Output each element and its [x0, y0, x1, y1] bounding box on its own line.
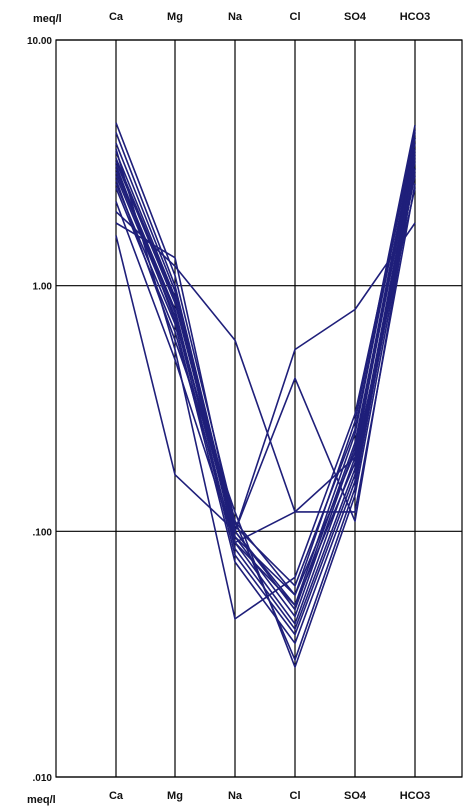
bottom-category-label-ca: Ca	[109, 790, 124, 802]
sample-line-12	[115, 187, 416, 513]
unit-label-top: meq/l	[33, 13, 62, 25]
top-category-label-so4: SO4	[344, 11, 367, 23]
sample-line-14	[115, 168, 416, 533]
bottom-category-label-mg: Mg	[167, 790, 183, 802]
bottom-category-label-cl: Cl	[290, 790, 301, 802]
sample-line-18	[115, 183, 416, 544]
bottom-category-label-hco3: HCO3	[400, 790, 431, 802]
sample-line-1	[115, 122, 416, 596]
sample-line-5	[115, 148, 416, 611]
y-tick-label-3: .010	[33, 773, 53, 784]
sample-line-17	[115, 158, 416, 661]
top-category-label-hco3: HCO3	[400, 11, 431, 23]
top-category-label-ca: Ca	[109, 11, 124, 23]
bottom-category-label-na: Na	[228, 790, 243, 802]
sample-line-13	[115, 222, 416, 533]
sample-line-15	[115, 137, 416, 620]
top-category-label-mg: Mg	[167, 11, 183, 23]
top-category-label-na: Na	[228, 11, 243, 23]
y-tick-label-0: 10.00	[27, 36, 52, 47]
sample-line-4	[115, 143, 416, 625]
axis-labels: 10.00 1.00 .100 .010 Ca Ca Mg Mg Na Na Cl Cl SO4 SO4 H…	[27, 11, 430, 806]
bottom-category-label-so4: SO4	[344, 790, 367, 802]
sample-line-10	[115, 129, 416, 587]
series-lines	[115, 122, 416, 668]
top-category-label-cl: Cl	[290, 11, 301, 23]
y-tick-label-1: 1.00	[33, 282, 53, 293]
unit-label-bottom: meq/l	[27, 794, 56, 806]
y-tick-label-2: .100	[33, 527, 53, 538]
sample-line-11	[115, 151, 416, 596]
